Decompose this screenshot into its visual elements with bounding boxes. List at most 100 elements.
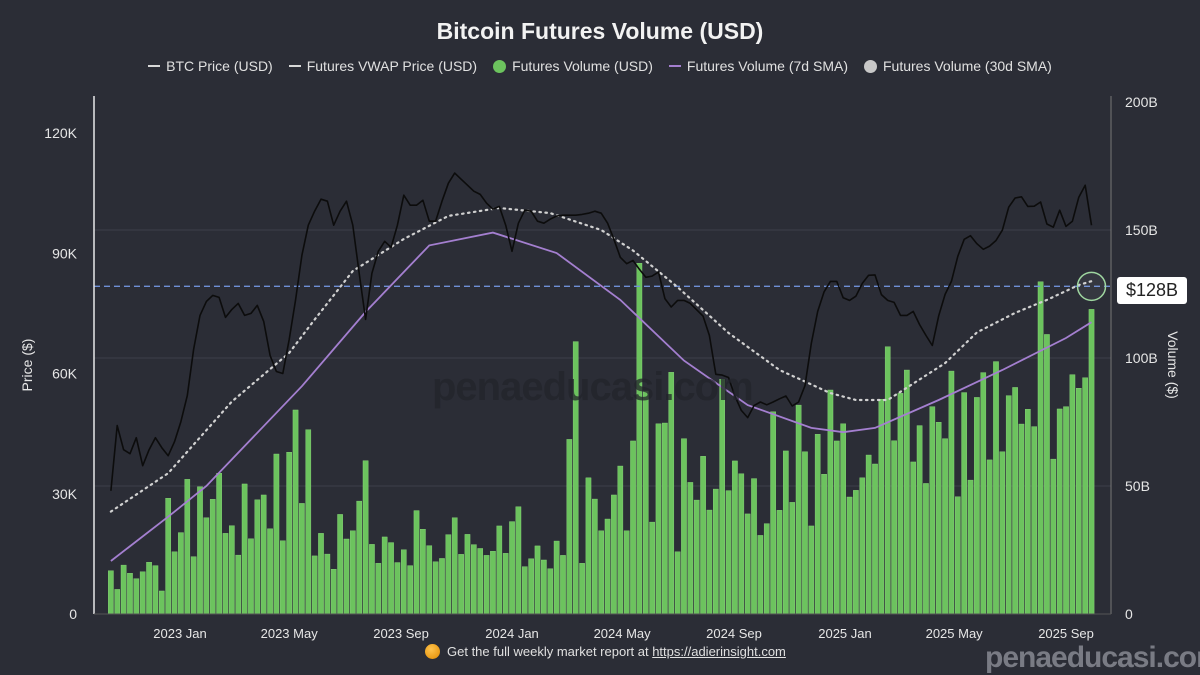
- volume-bar: [120, 564, 127, 615]
- volume-bar: [751, 478, 757, 615]
- volume-bar: [330, 569, 337, 615]
- left-axis-title: Price ($): [19, 339, 35, 392]
- legend-item-btc-price[interactable]: BTC Price (USD): [148, 58, 273, 74]
- volume-bar: [394, 562, 401, 615]
- volume-bar: [566, 439, 573, 615]
- volume-bar: [420, 529, 426, 615]
- volume-bar: [190, 556, 197, 615]
- volume-bar: [853, 490, 859, 615]
- volume-bar: [350, 530, 356, 615]
- volume-bar: [547, 568, 554, 615]
- legend-item-vwap[interactable]: Futures VWAP Price (USD): [288, 58, 478, 74]
- left-tick-label: 0: [69, 606, 77, 622]
- volume-bar: [623, 530, 630, 615]
- volume-bar: [458, 554, 464, 615]
- volume-bar: [146, 562, 152, 615]
- left-tick-label: 90K: [52, 245, 78, 261]
- legend-label: Futures VWAP Price (USD): [306, 58, 478, 74]
- volume-bar: [451, 517, 458, 615]
- volume-bar: [642, 390, 649, 615]
- legend-item-sma30[interactable]: Futures Volume (30d SMA): [863, 58, 1052, 74]
- volume-bar: [1075, 388, 1082, 615]
- legend-label: Futures Volume (USD): [512, 58, 653, 74]
- volume-bar: [369, 544, 375, 615]
- volume-bar: [286, 452, 292, 615]
- dot-swatch-icon: [863, 59, 877, 73]
- footer-link[interactable]: https://adierinsight.com: [652, 644, 786, 659]
- volume-bar: [381, 536, 388, 615]
- volume-bar: [464, 534, 471, 615]
- volume-bar: [910, 461, 917, 615]
- volume-bar: [872, 463, 878, 615]
- volume-bar: [840, 423, 846, 615]
- volume-bar: [1012, 387, 1018, 615]
- volume-bar: [763, 523, 770, 615]
- volume-bar: [770, 411, 776, 615]
- line-swatch-icon: [288, 65, 301, 67]
- volume-bar: [541, 559, 547, 615]
- volume-bar: [241, 483, 248, 615]
- volume-bar: [1044, 334, 1050, 615]
- volume-bar: [483, 555, 490, 615]
- x-tick-label: 2023 May: [261, 626, 319, 641]
- volume-bar: [592, 498, 598, 615]
- volume-bar: [515, 506, 522, 615]
- volume-bar: [375, 563, 382, 615]
- volume-bar: [999, 451, 1006, 615]
- x-tick-label: 2023 Sep: [373, 626, 429, 641]
- volume-bar: [445, 534, 452, 615]
- chart-title: Bitcoin Futures Volume (USD): [436, 18, 764, 44]
- volume-bar: [655, 423, 662, 615]
- volume-bar: [821, 474, 827, 615]
- volume-bar: [611, 494, 617, 615]
- sma7-line: [110, 231, 1092, 562]
- sma30-line: [109, 206, 1093, 513]
- volume-bar: [388, 542, 394, 615]
- right-axis-title: Volume ($): [1165, 331, 1181, 399]
- volume-bar: [273, 453, 280, 615]
- legend: BTC Price (USD) Futures VWAP Price (USD)…: [0, 58, 1200, 74]
- volume-bar: [209, 499, 216, 615]
- volume-bar: [776, 510, 783, 615]
- left-tick-label: 60K: [52, 366, 78, 382]
- volume-bar: [693, 499, 700, 615]
- volume-bar: [916, 425, 923, 615]
- legend-item-sma7[interactable]: Futures Volume (7d SMA): [668, 58, 848, 74]
- volume-bar: [279, 540, 286, 615]
- x-tick-label: 2024 Jan: [485, 626, 539, 641]
- volume-bar: [311, 555, 318, 615]
- volume-bar: [1063, 406, 1069, 615]
- legend-item-volume[interactable]: Futures Volume (USD): [493, 58, 653, 74]
- btc-price-line: [110, 172, 1093, 491]
- volume-bar: [159, 590, 165, 615]
- volume-bar: [948, 370, 955, 615]
- volume-bar: [865, 454, 872, 615]
- volume-bar: [598, 530, 604, 615]
- volume-bar: [356, 500, 363, 615]
- volume-bar: [477, 548, 484, 615]
- volume-bar: [471, 544, 477, 615]
- volume-bar: [783, 450, 789, 615]
- volume-bar: [108, 570, 114, 615]
- right-tick-label: 50B: [1125, 478, 1150, 494]
- volume-bar: [681, 438, 687, 615]
- legend-label: Futures Volume (30d SMA): [882, 58, 1052, 74]
- volume-bar: [400, 549, 407, 615]
- volume-bar: [560, 555, 566, 615]
- volume-bar: [254, 499, 261, 615]
- volume-bar: [713, 488, 719, 615]
- right-tick-label: 200B: [1125, 94, 1158, 110]
- volume-bar: [139, 571, 146, 615]
- x-tick-label: 2025 Sep: [1038, 626, 1094, 641]
- line-swatch-icon: [668, 65, 681, 67]
- volume-bar: [935, 422, 942, 615]
- volume-bar: [235, 554, 242, 615]
- dot-swatch-icon: [493, 59, 507, 73]
- axes: 0 50B 100B 150B 200B 0 30K 60K 90K 120K 2023 Jan 20…: [19, 94, 1181, 641]
- right-tick-label: 100B: [1125, 350, 1158, 366]
- volume-bar: [305, 429, 312, 615]
- volume-bar: [127, 573, 133, 615]
- watermark-center: penaeducasi.com: [432, 365, 754, 409]
- volume-bar: [834, 440, 840, 615]
- volume-bar: [585, 477, 592, 615]
